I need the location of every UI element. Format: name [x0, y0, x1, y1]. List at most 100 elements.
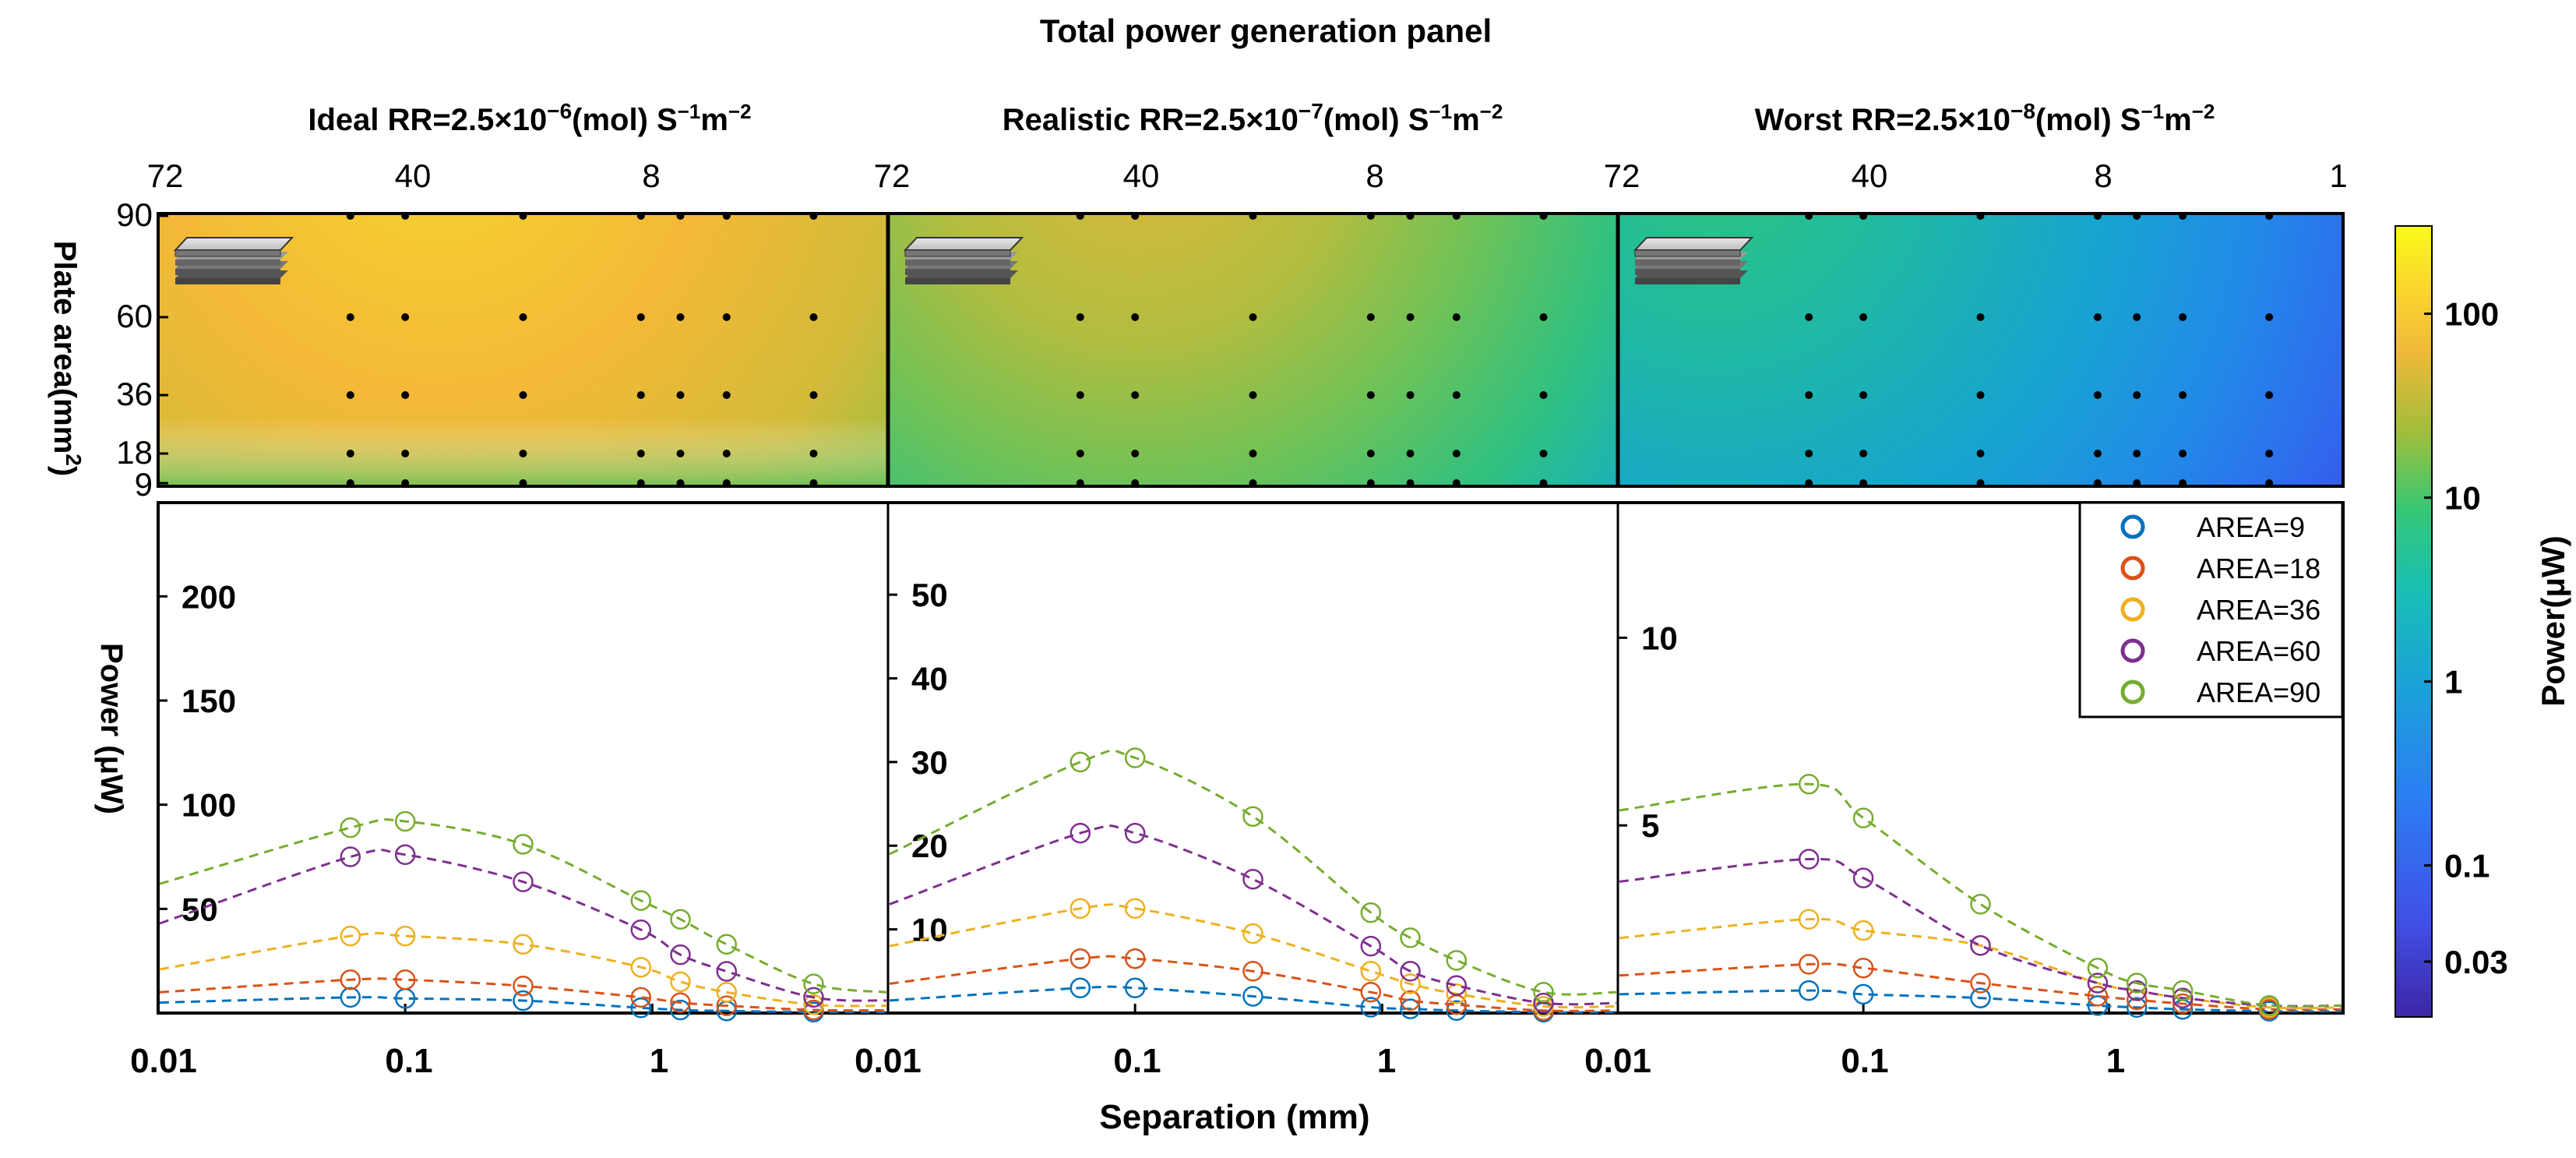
y-tick-label: 50 — [911, 577, 948, 613]
heatmap-sample-dot — [676, 391, 685, 399]
top-tick-72-c: 72 — [1604, 157, 1640, 194]
heatmap-sample-dot — [346, 313, 354, 321]
data-point-area-60 — [1970, 935, 1991, 956]
data-point-area-60 — [1446, 975, 1468, 996]
plate-area-axis-close: ) — [48, 466, 82, 476]
heatmap-sample-dot — [401, 391, 410, 399]
heatmap-sample-dot — [1076, 391, 1084, 399]
panel-title-worst-unit-exp2: −2 — [2192, 100, 2215, 123]
x-tick-1-a: 1 — [650, 1042, 668, 1080]
data-point-area-9 — [1970, 987, 1991, 1008]
series-line-area-60 — [1619, 857, 2342, 1008]
panel-title-realistic-unit-exp2: −2 — [1480, 100, 1503, 123]
panel-title-ideal-unit-m: m — [700, 103, 728, 137]
x-tick-0.1-b: 0.1 — [1113, 1042, 1161, 1080]
svg-text:Ideal RR=2.5×10−6(mol) S−1m−2: Ideal RR=2.5×10−6(mol) S−1m−2 — [308, 99, 751, 138]
heatmap-sample-dot — [2179, 450, 2187, 457]
panel-title-realistic-exp: −7 — [1299, 99, 1323, 123]
data-point-area-90 — [1242, 806, 1263, 827]
data-point-area-90 — [1400, 927, 1421, 948]
panel-title-realistic-prefix: Realistic RR=2.5×10 — [1003, 103, 1299, 137]
data-point-area-90 — [2172, 980, 2194, 1001]
data-point-area-9 — [340, 987, 361, 1008]
data-point-area-90 — [340, 817, 361, 838]
data-point-area-90 — [394, 810, 416, 832]
panel-title-worst: Worst RR=2.5×10−8(mol) S−1m−2 — [1755, 99, 2215, 138]
data-point-area-18 — [1242, 961, 1263, 982]
top-tick-40-c: 40 — [1852, 157, 1888, 194]
data-point-area-18 — [513, 975, 534, 997]
data-point-area-60 — [2126, 980, 2148, 1001]
data-point-area-18 — [630, 987, 652, 1008]
heatmap-sample-dot — [1859, 391, 1868, 399]
data-point-area-90 — [630, 890, 652, 911]
legend: AREA=9 AREA=18 AREA=36 AREA=60 AREA=90 — [2078, 501, 2344, 718]
heatmap-sample-dot — [346, 450, 354, 457]
x-tick-0.1-c: 0.1 — [1841, 1042, 1888, 1080]
heatmap-sample-dot — [1406, 450, 1415, 457]
data-point-area-60 — [340, 846, 361, 867]
data-point-area-18 — [2172, 993, 2194, 1015]
top-tick-8-a: 8 — [642, 157, 660, 194]
data-point-area-18 — [2087, 986, 2109, 1007]
colorbar-tick-label: 10 — [2444, 480, 2481, 517]
data-point-area-60 — [2172, 987, 2194, 1008]
heatmap-sample-dot — [636, 450, 645, 457]
separation-axis-label: Separation (mm) — [1099, 1098, 1369, 1136]
data-point-area-36 — [1852, 920, 1874, 941]
data-point-area-9 — [1446, 1000, 1468, 1022]
data-point-area-18 — [803, 999, 824, 1021]
data-point-area-90 — [2126, 973, 2148, 994]
data-point-area-90 — [1124, 747, 1146, 768]
heatmap-sample-dot — [1076, 313, 1084, 321]
heatmap-sample-dot — [1366, 450, 1375, 457]
data-point-area-36 — [1400, 973, 1421, 994]
colorbar-tick-label: 0.1 — [2444, 848, 2490, 884]
data-point-area-9 — [513, 990, 534, 1011]
data-point-area-9 — [1124, 977, 1146, 999]
data-point-area-36 — [670, 971, 691, 993]
top-tick-40-a: 40 — [395, 157, 432, 194]
figure-title: Total power generation panel — [1040, 12, 1492, 49]
heatmap-sample-dot — [346, 391, 354, 399]
plate-area-axis-text: Plate area(mm — [48, 241, 82, 454]
data-point-area-36 — [716, 982, 738, 1003]
heatmap-sample-dot — [2265, 450, 2274, 457]
heatmap-sample-dot — [1249, 313, 1257, 321]
series-line-area-18 — [889, 955, 1617, 1012]
series-line-area-60 — [889, 824, 1617, 1006]
heatmap-sample-dot — [722, 450, 731, 457]
series-line-area-36 — [889, 903, 1617, 1009]
x-tick-0.1-a: 0.1 — [385, 1042, 432, 1080]
plate-stack-icon-realistic — [903, 237, 1024, 284]
panel-title-realistic-unit-m: m — [1452, 103, 1480, 137]
y-tick-label: 20 — [911, 828, 948, 864]
y-tick-label: 50 — [181, 891, 218, 927]
panel-title-worst-unit: (mol) S — [2035, 103, 2141, 137]
heatmap-sample-dot — [2179, 313, 2187, 321]
series-line-area-18 — [1619, 962, 2342, 1011]
heatmap-sample-dot — [1406, 391, 1415, 399]
plate-area-axis-exp: 2 — [62, 454, 86, 466]
heatmap-sample-dot — [1805, 313, 1813, 321]
top-axis-ticks: 72 40 8 72 40 8 72 40 8 1 — [147, 157, 2348, 194]
data-point-area-18 — [340, 969, 361, 990]
y-tick-label: 40 — [911, 660, 948, 697]
data-point-area-90 — [803, 973, 824, 994]
y-tick-label: 5 — [1641, 807, 1659, 844]
heatmap-sample-dot — [2133, 313, 2141, 321]
legend-marker-area-90 — [2120, 680, 2145, 704]
linechart-panel-2: 10 20 30 40 50 — [886, 577, 1617, 1023]
svg-text:Realistic RR=2.5×10−7(mol) S−1: Realistic RR=2.5×10−7(mol) S−1m−2 — [1003, 99, 1503, 138]
series-line-area-90 — [889, 749, 1617, 996]
x-tick-0.01-b: 0.01 — [855, 1042, 922, 1080]
y-tick-90: 90 — [116, 196, 153, 233]
heatmap-sample-dot — [636, 391, 645, 399]
heatmap-sample-dot — [722, 313, 731, 321]
data-point-area-9 — [630, 997, 652, 1019]
panel-title-worst-exp: −8 — [2010, 99, 2035, 123]
heatmap-sample-dot — [401, 313, 410, 321]
data-point-area-90 — [2087, 957, 2109, 979]
colorbar-label: Power(μW) — [2535, 535, 2571, 706]
plate-stack-icon-ideal — [173, 237, 294, 284]
